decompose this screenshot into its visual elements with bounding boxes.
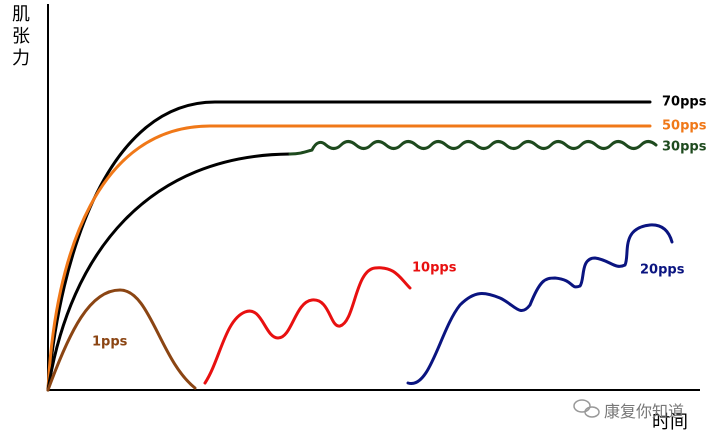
curve-50pps xyxy=(46,124,652,392)
curve-label: 1pps xyxy=(92,335,128,350)
curve-label: 30pps xyxy=(662,140,707,155)
curve-label: 50pps xyxy=(662,119,707,134)
curve-20pps xyxy=(406,223,674,385)
wechat-icon xyxy=(573,399,600,418)
curve-1pps xyxy=(46,288,197,392)
y-axis-label: 肌张力 xyxy=(9,4,30,70)
curve-10pps xyxy=(203,266,412,385)
curve-30pps-wave xyxy=(288,140,658,156)
curve-70pps xyxy=(46,100,652,392)
watermark: 康复你知道 xyxy=(604,402,685,421)
curve-label: 20pps xyxy=(640,263,685,278)
x-axis-label: 时间 xyxy=(652,412,688,433)
curve-label: 10pps xyxy=(412,261,457,276)
curve-30pps-rise xyxy=(46,152,292,392)
curve-label: 70pps xyxy=(662,95,707,110)
